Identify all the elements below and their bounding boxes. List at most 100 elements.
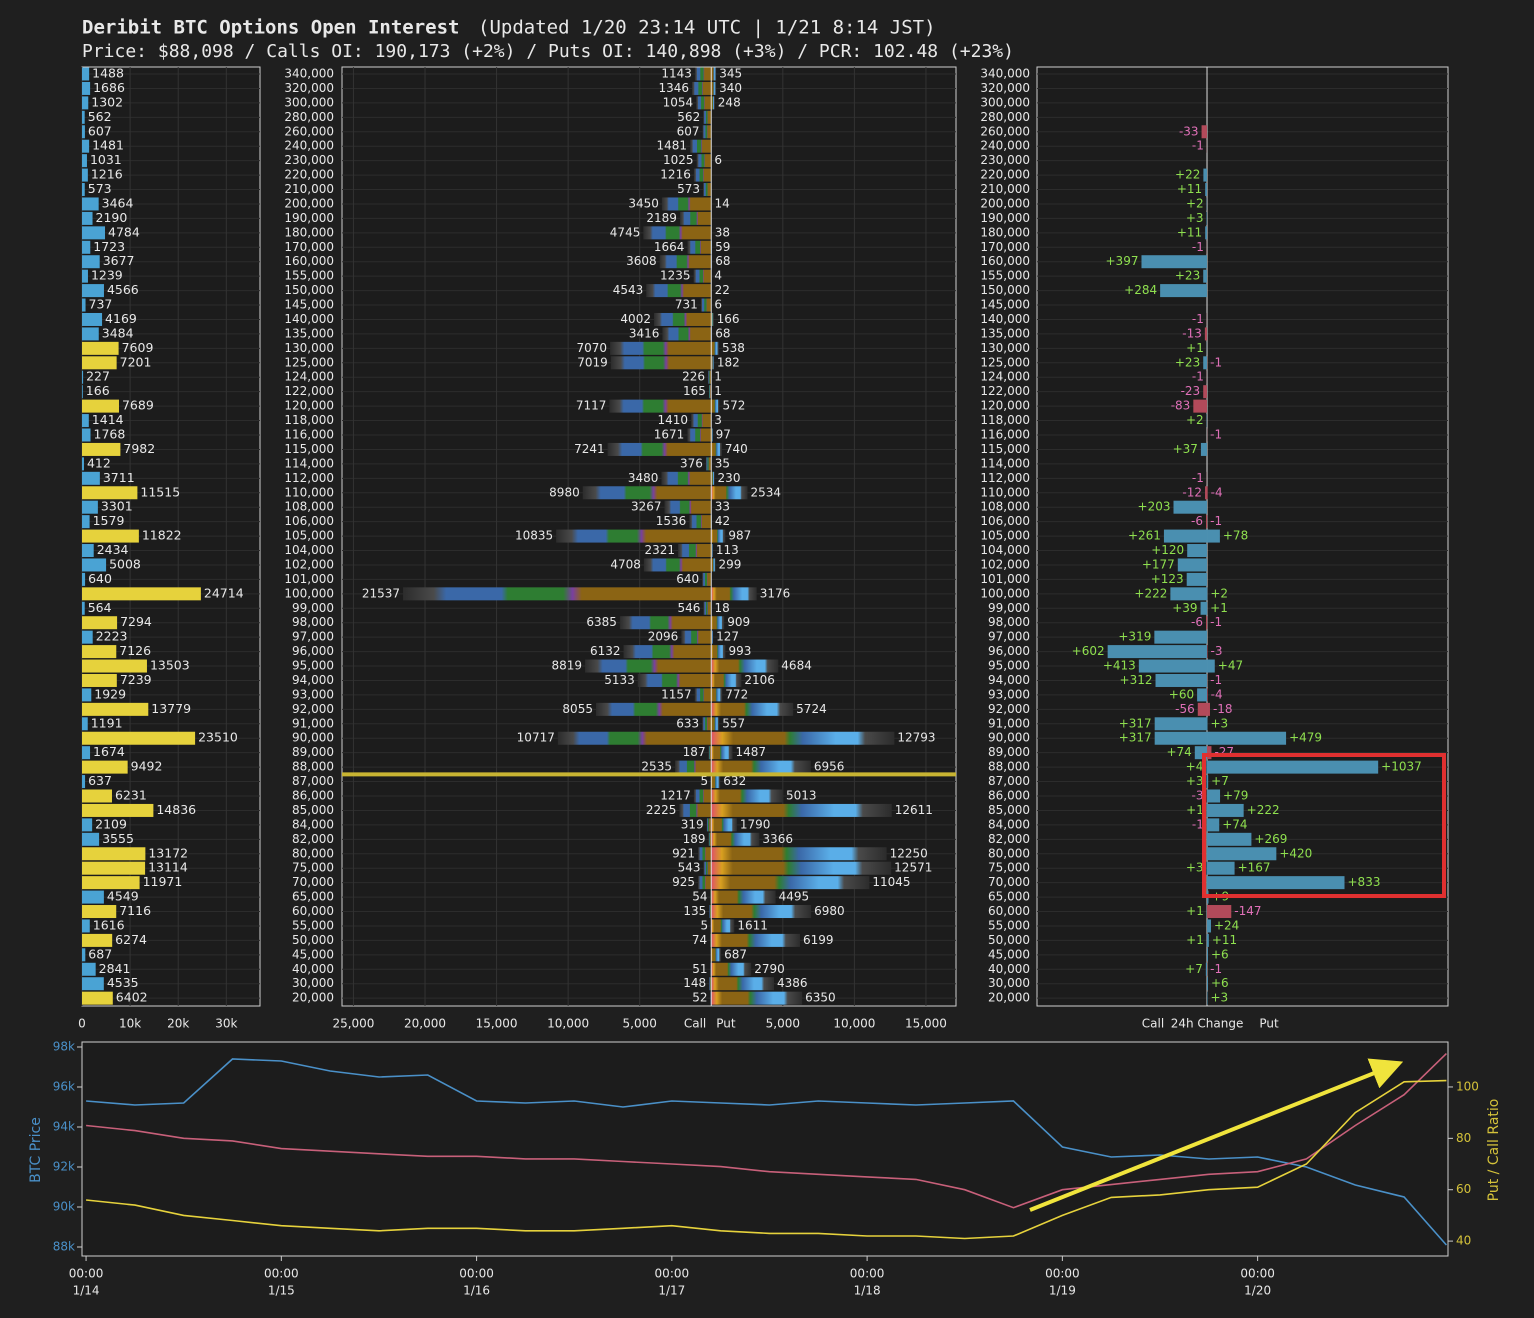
oi-bar bbox=[711, 673, 742, 687]
change-label: +413 bbox=[1103, 659, 1136, 673]
strike-label: 50,000 bbox=[988, 933, 1030, 947]
strike-label: 88,000 bbox=[988, 760, 1030, 774]
oi-bar bbox=[711, 702, 794, 716]
strike-label: 45,000 bbox=[292, 947, 334, 961]
strike-label: 96,000 bbox=[988, 644, 1030, 658]
series-line bbox=[86, 1079, 1447, 1240]
y2-axis-title: Put / Call Ratio bbox=[1486, 1099, 1502, 1202]
bar bbox=[82, 154, 87, 168]
strike-label: 115,000 bbox=[284, 442, 334, 456]
oi-label: 1790 bbox=[740, 817, 771, 831]
strike-label: 94,000 bbox=[292, 673, 334, 687]
change-label: +4 bbox=[1186, 760, 1204, 774]
strike-label: 60,000 bbox=[292, 904, 334, 918]
x-tick-label: 10k bbox=[119, 1017, 141, 1031]
bar-label: 637 bbox=[88, 773, 112, 788]
bar-label: 14836 bbox=[156, 802, 196, 817]
oi-bar bbox=[711, 688, 723, 702]
oi-label: 4386 bbox=[777, 976, 808, 990]
strike-label: 80,000 bbox=[292, 846, 334, 860]
strike-label: 86,000 bbox=[292, 789, 334, 803]
change-bar bbox=[1201, 125, 1208, 139]
bar bbox=[82, 139, 90, 153]
strike-label: 210,000 bbox=[284, 182, 334, 196]
bar bbox=[82, 991, 113, 1005]
oi-bar bbox=[661, 471, 712, 485]
strike-label: 160,000 bbox=[980, 254, 1030, 268]
change-bar bbox=[1203, 356, 1208, 370]
oi-bar bbox=[698, 876, 712, 890]
bar-label: 7689 bbox=[122, 398, 154, 413]
bar bbox=[82, 168, 88, 182]
strike-label: 100,000 bbox=[980, 586, 1030, 600]
oi-label: 1143 bbox=[661, 67, 692, 81]
x-axis-label: 24h Change bbox=[1171, 1017, 1244, 1031]
bar-label: 13503 bbox=[150, 658, 190, 673]
title-note: (Updated 1/20 23:14 UTC | 1/21 8:14 JST) bbox=[478, 17, 936, 39]
bar bbox=[82, 197, 99, 211]
oi-label: 12611 bbox=[895, 803, 933, 817]
change-bar bbox=[1197, 688, 1208, 702]
bar bbox=[82, 500, 98, 514]
change-label: -27 bbox=[1214, 745, 1234, 759]
bar bbox=[82, 385, 83, 399]
oi-bar bbox=[694, 688, 712, 702]
change-label: +222 bbox=[1134, 586, 1167, 600]
oi-bar bbox=[693, 269, 712, 283]
change-label: +6 bbox=[1211, 947, 1229, 961]
oi-label: 3450 bbox=[628, 196, 659, 210]
oi-label: 12793 bbox=[897, 731, 935, 745]
oi-label: 74 bbox=[692, 933, 707, 947]
oi-bar bbox=[711, 67, 717, 81]
bar bbox=[82, 269, 88, 283]
strike-label: 30,000 bbox=[292, 976, 334, 990]
oi-label: 633 bbox=[676, 716, 699, 730]
oi-bar bbox=[708, 832, 712, 846]
strike-label: 105,000 bbox=[284, 529, 334, 543]
oi-bar bbox=[711, 471, 715, 485]
bar bbox=[82, 356, 117, 370]
change-bar bbox=[1154, 717, 1208, 731]
bar bbox=[82, 948, 86, 962]
strike-label: 280,000 bbox=[980, 110, 1030, 124]
strike-label: 125,000 bbox=[284, 355, 334, 369]
bar bbox=[82, 731, 196, 745]
oi-bar bbox=[659, 255, 712, 269]
oi-label: 345 bbox=[719, 67, 742, 81]
bar-label: 3677 bbox=[103, 253, 135, 268]
bar-label: 607 bbox=[88, 123, 112, 138]
x-side-label: Call bbox=[684, 1017, 706, 1031]
oi-label: 182 bbox=[717, 355, 740, 369]
strike-label: 55,000 bbox=[988, 918, 1030, 932]
change-label: -6 bbox=[1191, 514, 1203, 528]
strike-label: 108,000 bbox=[284, 500, 334, 514]
strike-label: 84,000 bbox=[988, 817, 1030, 831]
x-tick-label: 20k bbox=[167, 1017, 189, 1031]
x-tick-date: 1/15 bbox=[268, 1284, 295, 1298]
oi-bar bbox=[711, 717, 720, 731]
change-label: +24 bbox=[1214, 918, 1239, 932]
bar bbox=[82, 486, 138, 500]
oi-label: 3608 bbox=[626, 254, 657, 268]
strike-label: 300,000 bbox=[980, 95, 1030, 109]
oi-label: 640 bbox=[676, 572, 699, 586]
bar-label: 412 bbox=[87, 455, 111, 470]
strike-label: 115,000 bbox=[980, 442, 1030, 456]
oi-bar bbox=[703, 183, 712, 197]
strike-label: 170,000 bbox=[284, 240, 334, 254]
change-label: +261 bbox=[1128, 529, 1161, 543]
x-tick-label: 15,000 bbox=[905, 1017, 947, 1031]
oi-label: 543 bbox=[678, 861, 701, 875]
strike-label: 124,000 bbox=[980, 370, 1030, 384]
oi-label: 4495 bbox=[779, 890, 810, 904]
oi-bar bbox=[698, 847, 712, 861]
strike-label: 145,000 bbox=[980, 298, 1030, 312]
oi-bar bbox=[711, 789, 784, 803]
strike-label: 93,000 bbox=[988, 687, 1030, 701]
bar bbox=[82, 919, 90, 933]
title: Deribit BTC Options Open Interest bbox=[82, 17, 460, 39]
bar-label: 687 bbox=[88, 946, 112, 961]
strike-label: 260,000 bbox=[284, 124, 334, 138]
bar-label: 7982 bbox=[123, 441, 155, 456]
change-bar bbox=[1207, 731, 1287, 745]
